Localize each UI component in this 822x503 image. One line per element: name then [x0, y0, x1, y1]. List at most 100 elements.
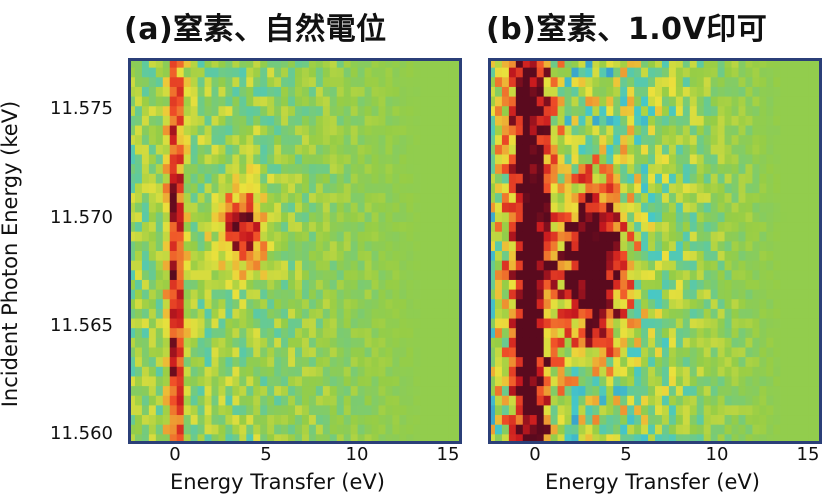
- heatmap-cell: [385, 357, 394, 368]
- heatmap-cell: [385, 77, 394, 88]
- heatmap-cell: [752, 424, 760, 435]
- heatmap-cell: [613, 173, 621, 185]
- heatmap-cell: [794, 135, 802, 146]
- heatmap-cell: [169, 308, 178, 320]
- heatmap-cell: [399, 318, 407, 329]
- heatmap-cell: [392, 231, 400, 242]
- heatmap-cell: [267, 58, 275, 69]
- heatmap-cell: [731, 434, 740, 444]
- heatmap-cell: [661, 357, 670, 368]
- heatmap-cell: [648, 144, 656, 156]
- heatmap-cell: [274, 86, 282, 98]
- heatmap-cell: [455, 415, 462, 426]
- heatmap-cell: [288, 222, 296, 233]
- heatmap-cell: [585, 135, 593, 146]
- heatmap-cell: [655, 434, 663, 444]
- heatmap-cell: [508, 405, 517, 416]
- heatmap-cell: [329, 376, 338, 387]
- heatmap-cell: [536, 77, 545, 88]
- heatmap-cell: [169, 231, 178, 242]
- heatmap-cell: [455, 135, 462, 146]
- heatmap-cell: [371, 58, 380, 69]
- heatmap-cell: [515, 405, 524, 416]
- heatmap-cell: [668, 86, 677, 98]
- heatmap-cell: [329, 270, 338, 281]
- heatmap-cell: [225, 241, 233, 252]
- heatmap-cell: [787, 222, 795, 233]
- heatmap-cell: [717, 337, 726, 349]
- heatmap-cell: [488, 395, 496, 406]
- heatmap-cell: [745, 241, 754, 252]
- heatmap-cell: [281, 328, 289, 339]
- heatmap-cell: [641, 260, 649, 271]
- heatmap-cell: [529, 164, 538, 175]
- heatmap-cell: [260, 125, 268, 136]
- heatmap-cell: [536, 125, 545, 136]
- heatmap-cell: [322, 212, 331, 223]
- heatmap-cell: [322, 337, 331, 349]
- heatmap-cell: [155, 202, 164, 213]
- heatmap-cell: [274, 144, 282, 156]
- heatmap-cell: [571, 67, 580, 78]
- heatmap-cell: [689, 135, 698, 146]
- heatmap-cell: [606, 86, 614, 98]
- heatmap-cell: [176, 183, 185, 194]
- heatmap-cell: [724, 183, 733, 194]
- heatmap-cell: [543, 58, 552, 69]
- heatmap-cell: [773, 328, 781, 339]
- heatmap-cell: [141, 125, 150, 136]
- heatmap-cell: [488, 357, 496, 368]
- heatmap-cell: [232, 386, 240, 397]
- heatmap-cell: [627, 144, 635, 156]
- heatmap-cell: [648, 183, 656, 194]
- heatmap-cell: [246, 115, 254, 127]
- heatmap-cell: [385, 376, 394, 387]
- heatmap-cell: [315, 193, 324, 204]
- heatmap-cell: [773, 318, 781, 329]
- heatmap-cell: [508, 279, 517, 291]
- heatmap-cell: [488, 212, 496, 223]
- heatmap-cell: [413, 405, 421, 416]
- x-tick-label: 5: [260, 444, 272, 465]
- heatmap-cell: [501, 366, 510, 378]
- heatmap-cell: [315, 241, 324, 252]
- heatmap-cell: [550, 106, 559, 117]
- heatmap-cell: [218, 366, 227, 378]
- heatmap-cell: [501, 58, 510, 69]
- heatmap-cell: [794, 58, 802, 69]
- heatmap-cell: [260, 251, 268, 262]
- heatmap-cell: [696, 357, 705, 368]
- heatmap-cell: [724, 251, 733, 262]
- heatmap-cell: [336, 164, 345, 175]
- heatmap-cell: [710, 366, 719, 378]
- heatmap-cell: [501, 96, 510, 107]
- heatmap-cell: [675, 86, 684, 98]
- heatmap-cell: [592, 96, 600, 107]
- heatmap-cell: [668, 308, 677, 320]
- heatmap-cell: [606, 308, 614, 320]
- heatmap-cell: [773, 135, 781, 146]
- heatmap-cell: [703, 424, 712, 435]
- heatmap-cell: [448, 183, 456, 194]
- heatmap-cell: [592, 415, 600, 426]
- heatmap-cell: [634, 183, 642, 194]
- heatmap-cell: [745, 347, 754, 358]
- heatmap-cell: [815, 212, 822, 223]
- heatmap-cell: [413, 376, 421, 387]
- heatmap-cell: [606, 67, 614, 78]
- heatmap-cell: [169, 86, 178, 98]
- heatmap-cell: [731, 241, 740, 252]
- heatmap-cell: [322, 125, 331, 136]
- heatmap-cell: [641, 337, 649, 349]
- heatmap-cell: [536, 193, 545, 204]
- heatmap-cell: [634, 58, 642, 69]
- heatmap-cell: [592, 251, 600, 262]
- heatmap-cell: [176, 395, 185, 406]
- heatmap-cell: [543, 96, 552, 107]
- heatmap-cell: [592, 357, 600, 368]
- heatmap-cell: [648, 376, 656, 387]
- x-axis-label-b: Energy Transfer (eV): [545, 470, 760, 494]
- heatmap-cell: [717, 125, 726, 136]
- heatmap-cell: [183, 173, 192, 185]
- heatmap-cell: [295, 260, 303, 271]
